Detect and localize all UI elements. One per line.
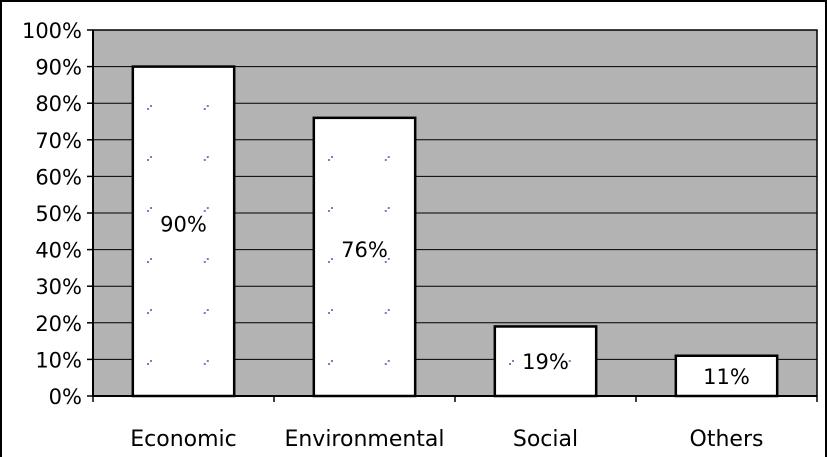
y-tick-label: 40% xyxy=(35,239,82,263)
data-label: 90% xyxy=(160,212,207,236)
bar-pattern-dot xyxy=(206,207,209,209)
bars xyxy=(131,65,779,398)
y-tick-label: 30% xyxy=(35,275,82,299)
bar-pattern-dot xyxy=(328,159,331,161)
bar-pattern-dot xyxy=(203,108,206,110)
y-tick-label: 90% xyxy=(35,56,82,80)
bar-pattern-dot xyxy=(150,360,153,362)
bar-environmental xyxy=(312,116,417,398)
bar-pattern-dot xyxy=(384,312,387,314)
y-tick-label: 10% xyxy=(35,348,82,372)
bar-pattern-dot xyxy=(147,210,150,212)
bar-pattern-dot xyxy=(150,207,153,209)
bar-pattern-dot xyxy=(206,360,209,362)
data-label: 11% xyxy=(703,365,750,389)
data-labels: 90% 76% 19% 11% xyxy=(160,212,750,389)
bar-pattern-dot xyxy=(147,312,150,314)
data-label: 19% xyxy=(522,350,569,374)
y-tick-labels: 0% 10% 20% 30% 40% 50% 60% 70% 80% 90% 100% xyxy=(22,19,82,409)
bar-pattern-dot xyxy=(147,159,150,161)
y-tick-label: 80% xyxy=(35,92,82,116)
y-tick-label: 100% xyxy=(22,19,82,43)
bar-pattern-dot xyxy=(206,105,209,107)
y-tick-label: 50% xyxy=(35,202,82,226)
bar-pattern-dot xyxy=(328,210,331,212)
bar-pattern-dot xyxy=(331,258,334,260)
bar-pattern-dot xyxy=(331,309,334,311)
bar-pattern-dot xyxy=(203,363,206,365)
bar-pattern-dot xyxy=(568,360,571,362)
data-label: 76% xyxy=(341,238,388,262)
bar-pattern-dot xyxy=(384,210,387,212)
bar-pattern-dot xyxy=(150,156,153,158)
y-tick-label: 0% xyxy=(49,385,82,409)
y-tick-label: 60% xyxy=(35,165,82,189)
x-category-label: Economic xyxy=(130,427,237,452)
bar-pattern-dot xyxy=(206,309,209,311)
bar-pattern-dot xyxy=(331,360,334,362)
bar-pattern-dot xyxy=(384,363,387,365)
bar-pattern-dot xyxy=(147,363,150,365)
bar-pattern-dot xyxy=(331,207,334,209)
axes xyxy=(87,29,818,402)
bar-pattern-dot xyxy=(328,312,331,314)
bar-pattern-dot xyxy=(328,261,331,263)
bar-pattern-dot xyxy=(387,156,390,158)
x-category-label: Social xyxy=(513,427,578,452)
y-tick-label: 20% xyxy=(35,312,82,336)
bar-pattern-dot xyxy=(206,156,209,158)
bar-pattern-dot xyxy=(509,363,512,365)
bar-pattern-dot xyxy=(147,108,150,110)
bar-pattern-dot xyxy=(387,309,390,311)
bar-pattern-dot xyxy=(203,210,206,212)
bar-pattern-dot xyxy=(150,309,153,311)
bar-pattern-dot xyxy=(203,159,206,161)
bar-pattern-dot xyxy=(387,360,390,362)
bar-pattern-dot xyxy=(384,261,387,263)
x-category-label: Others xyxy=(690,427,764,452)
bar-pattern-dot xyxy=(512,360,515,362)
bar-pattern-dot xyxy=(331,156,334,158)
bar-pattern-dot xyxy=(150,258,153,260)
x-category-label: Environmental xyxy=(284,427,444,452)
bar-pattern-dot xyxy=(565,363,568,365)
y-tick-label: 70% xyxy=(35,129,82,153)
bar-pattern-dot xyxy=(384,159,387,161)
bar-pattern-dot xyxy=(203,312,206,314)
bar-pattern-dot xyxy=(206,258,209,260)
bar-pattern-dot xyxy=(387,207,390,209)
bar-pattern-dot xyxy=(387,258,390,260)
bar-pattern-dot xyxy=(147,261,150,263)
x-category-labels: Economic Environmental Social Others xyxy=(130,427,763,452)
bar-pattern-dot xyxy=(150,105,153,107)
bar-pattern-dot xyxy=(203,261,206,263)
bar-pattern-dot xyxy=(328,363,331,365)
